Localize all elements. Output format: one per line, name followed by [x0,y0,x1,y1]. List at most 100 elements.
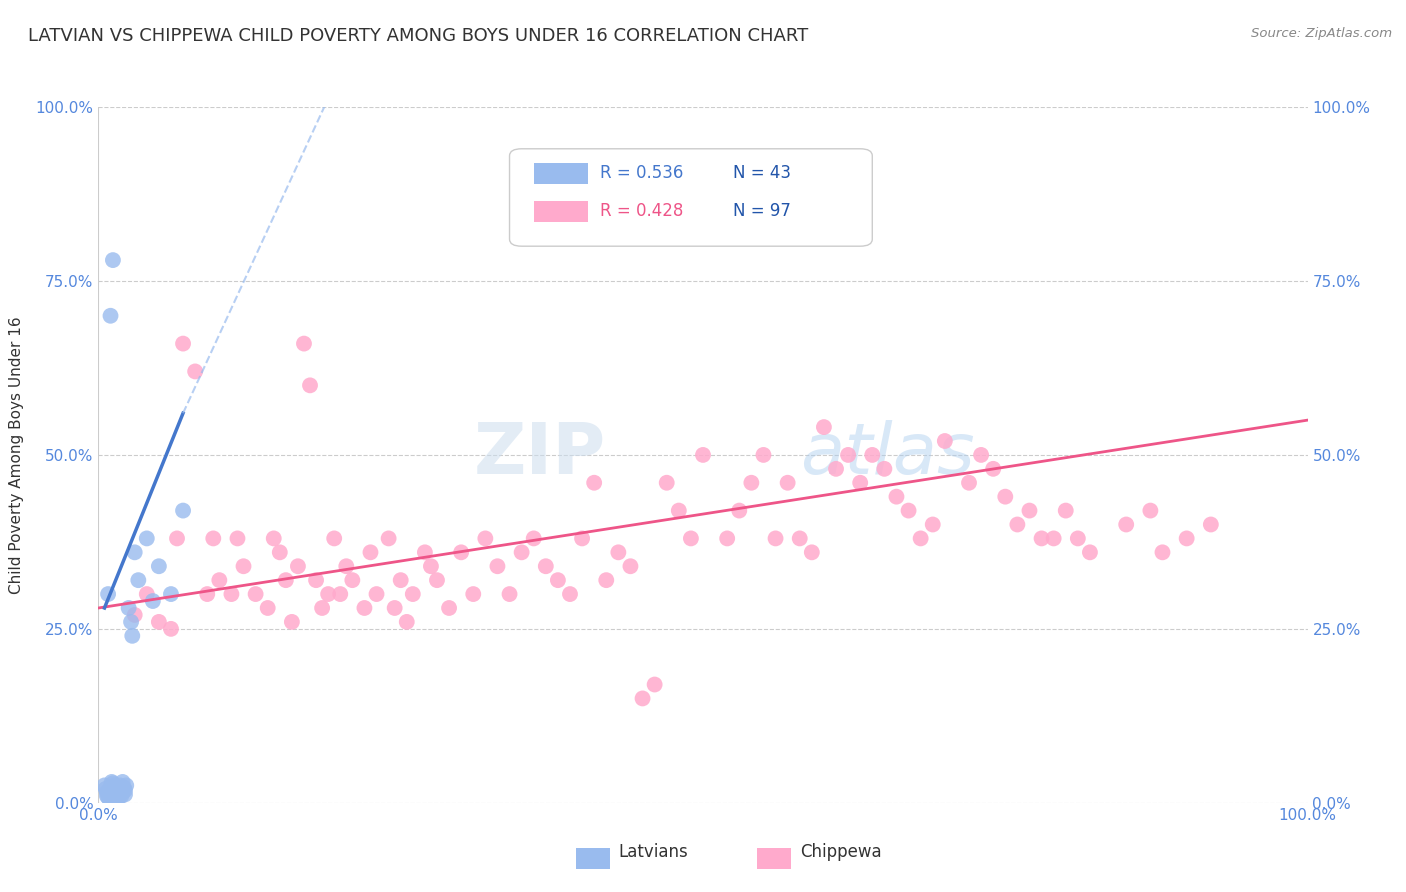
Point [100,309,122,323]
Point [1054,503,1077,517]
Point [679,532,702,546]
Point [510,545,533,559]
Point [474,532,496,546]
Text: R = 0.536: R = 0.536 [600,164,683,182]
Text: N = 97: N = 97 [734,202,792,220]
Point [886,490,908,504]
Point [100,775,122,789]
Point [547,573,569,587]
Point [107,785,129,799]
Point [105,783,128,797]
Point [108,781,131,796]
Point [631,691,654,706]
Point [111,785,134,799]
Point [981,462,1004,476]
Point [571,532,593,546]
Text: Chippewa: Chippewa [800,843,882,861]
Point [101,785,124,799]
Point [413,545,436,559]
Point [910,532,932,546]
Point [329,587,352,601]
Point [595,573,617,587]
Point [124,545,146,559]
FancyBboxPatch shape [509,149,872,246]
Point [1078,545,1101,559]
Point [765,532,787,546]
Text: LATVIAN VS CHIPPEWA CHILD POVERTY AMONG BOYS UNDER 16 CORRELATION CHART: LATVIAN VS CHIPPEWA CHILD POVERTY AMONG … [28,27,808,45]
Point [994,490,1017,504]
Point [263,532,285,546]
Point [728,503,751,517]
Point [100,780,122,795]
Point [644,677,666,691]
Point [101,776,124,790]
Point [292,336,315,351]
Point [323,532,346,546]
Point [135,532,157,546]
Point [124,607,146,622]
Point [463,587,485,601]
Point [111,775,134,789]
Point [800,545,823,559]
Point [366,587,388,601]
Point [299,378,322,392]
Point [1042,532,1064,546]
Point [934,434,956,448]
Point [377,532,399,546]
Point [970,448,993,462]
Point [160,587,183,601]
Text: Latvians: Latvians [619,843,688,861]
Point [114,788,136,802]
Point [360,545,382,559]
Point [148,615,170,629]
Point [103,789,125,803]
Point [1139,503,1161,517]
Point [655,475,678,490]
Text: N = 43: N = 43 [734,164,792,182]
Point [274,573,297,587]
Point [281,615,304,629]
Point [208,573,231,587]
Point [160,622,183,636]
Point [311,601,333,615]
Point [1031,532,1053,546]
Point [94,781,117,796]
Point [342,573,364,587]
Point [957,475,980,490]
Point [114,783,136,797]
Point [120,615,142,629]
Point [287,559,309,574]
Point [105,792,128,806]
Point [534,559,557,574]
Point [716,532,738,546]
Point [232,559,254,574]
Point [103,778,125,793]
Point [93,778,115,793]
Point [101,253,124,268]
Point [837,448,859,462]
Point [897,503,920,517]
Point [305,573,328,587]
Point [110,789,132,803]
Point [97,790,120,805]
Point [1067,532,1090,546]
Point [873,462,896,476]
Point [202,532,225,546]
Point [256,601,278,615]
Point [96,785,118,799]
Point [104,781,127,796]
Point [558,587,581,601]
Point [127,573,149,587]
Point [108,790,131,805]
Point [108,778,131,793]
Point [813,420,835,434]
Point [142,594,165,608]
Point [195,587,218,601]
Point [96,789,118,803]
Point [486,559,509,574]
Point [402,587,425,601]
FancyBboxPatch shape [534,201,588,222]
Point [1007,517,1029,532]
Point [668,503,690,517]
Point [121,629,143,643]
